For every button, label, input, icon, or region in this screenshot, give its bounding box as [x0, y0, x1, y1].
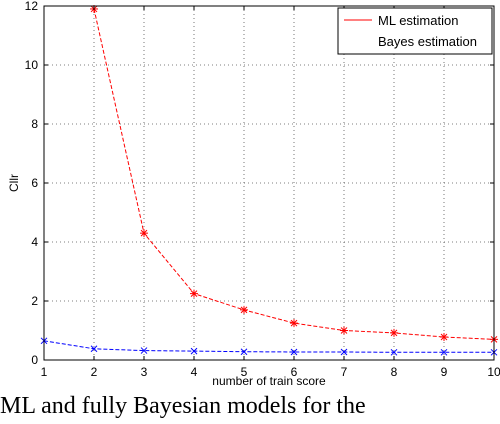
x-tick-label: 5 — [241, 365, 248, 379]
data-point — [190, 289, 198, 298]
series-line-0 — [93, 8, 495, 340]
caption-text: ML and fully Bayesian models for the — [0, 393, 366, 419]
series-line-1 — [43, 340, 494, 353]
data-point — [290, 348, 298, 356]
data-point — [140, 347, 148, 354]
y-tick-label: 10 — [25, 58, 39, 72]
legend-box — [337, 7, 493, 55]
y-axis-label: Cllr — [7, 174, 21, 192]
data-point — [240, 305, 248, 314]
data-point — [440, 348, 448, 356]
y-tick-label: 12 — [25, 0, 39, 13]
x-tick-label: 1 — [41, 365, 48, 379]
y-tick-label: 2 — [31, 294, 38, 308]
data-point — [390, 328, 398, 337]
data-point — [290, 319, 298, 328]
data-point — [390, 348, 398, 356]
legend: ML estimation Bayes estimation — [337, 7, 493, 55]
x-tick-label: 8 — [391, 365, 398, 379]
x-tick-label: 7 — [341, 365, 348, 379]
x-tick-label: 3 — [141, 365, 148, 379]
data-point — [190, 347, 198, 355]
y-tick-label: 6 — [31, 176, 38, 190]
x-axis: 1 2 3 4 5 6 7 8 9 10 — [41, 6, 500, 379]
data-point — [340, 348, 348, 356]
y-tick-label: 8 — [31, 117, 38, 131]
legend-label-bayes: Bayes estimation — [378, 34, 477, 49]
x-tick-label: 9 — [441, 365, 448, 379]
grid — [44, 6, 494, 360]
y-tick-label: 4 — [31, 235, 38, 249]
x-tick-label: 4 — [191, 365, 198, 379]
x-axis-label: number of train score — [212, 374, 326, 388]
y-tick-label: 0 — [31, 353, 38, 367]
x-tick-label: 2 — [91, 365, 98, 379]
x-tick-label: 6 — [291, 365, 298, 379]
x-tick-label: 10 — [487, 365, 500, 379]
legend-label-ml: ML estimation — [378, 13, 458, 28]
data-point — [90, 345, 98, 353]
data-point — [240, 348, 248, 356]
y-axis: 0 2 4 6 8 10 12 — [25, 0, 494, 367]
data-point — [340, 326, 348, 335]
data-point — [140, 229, 148, 238]
data-point — [440, 332, 448, 341]
